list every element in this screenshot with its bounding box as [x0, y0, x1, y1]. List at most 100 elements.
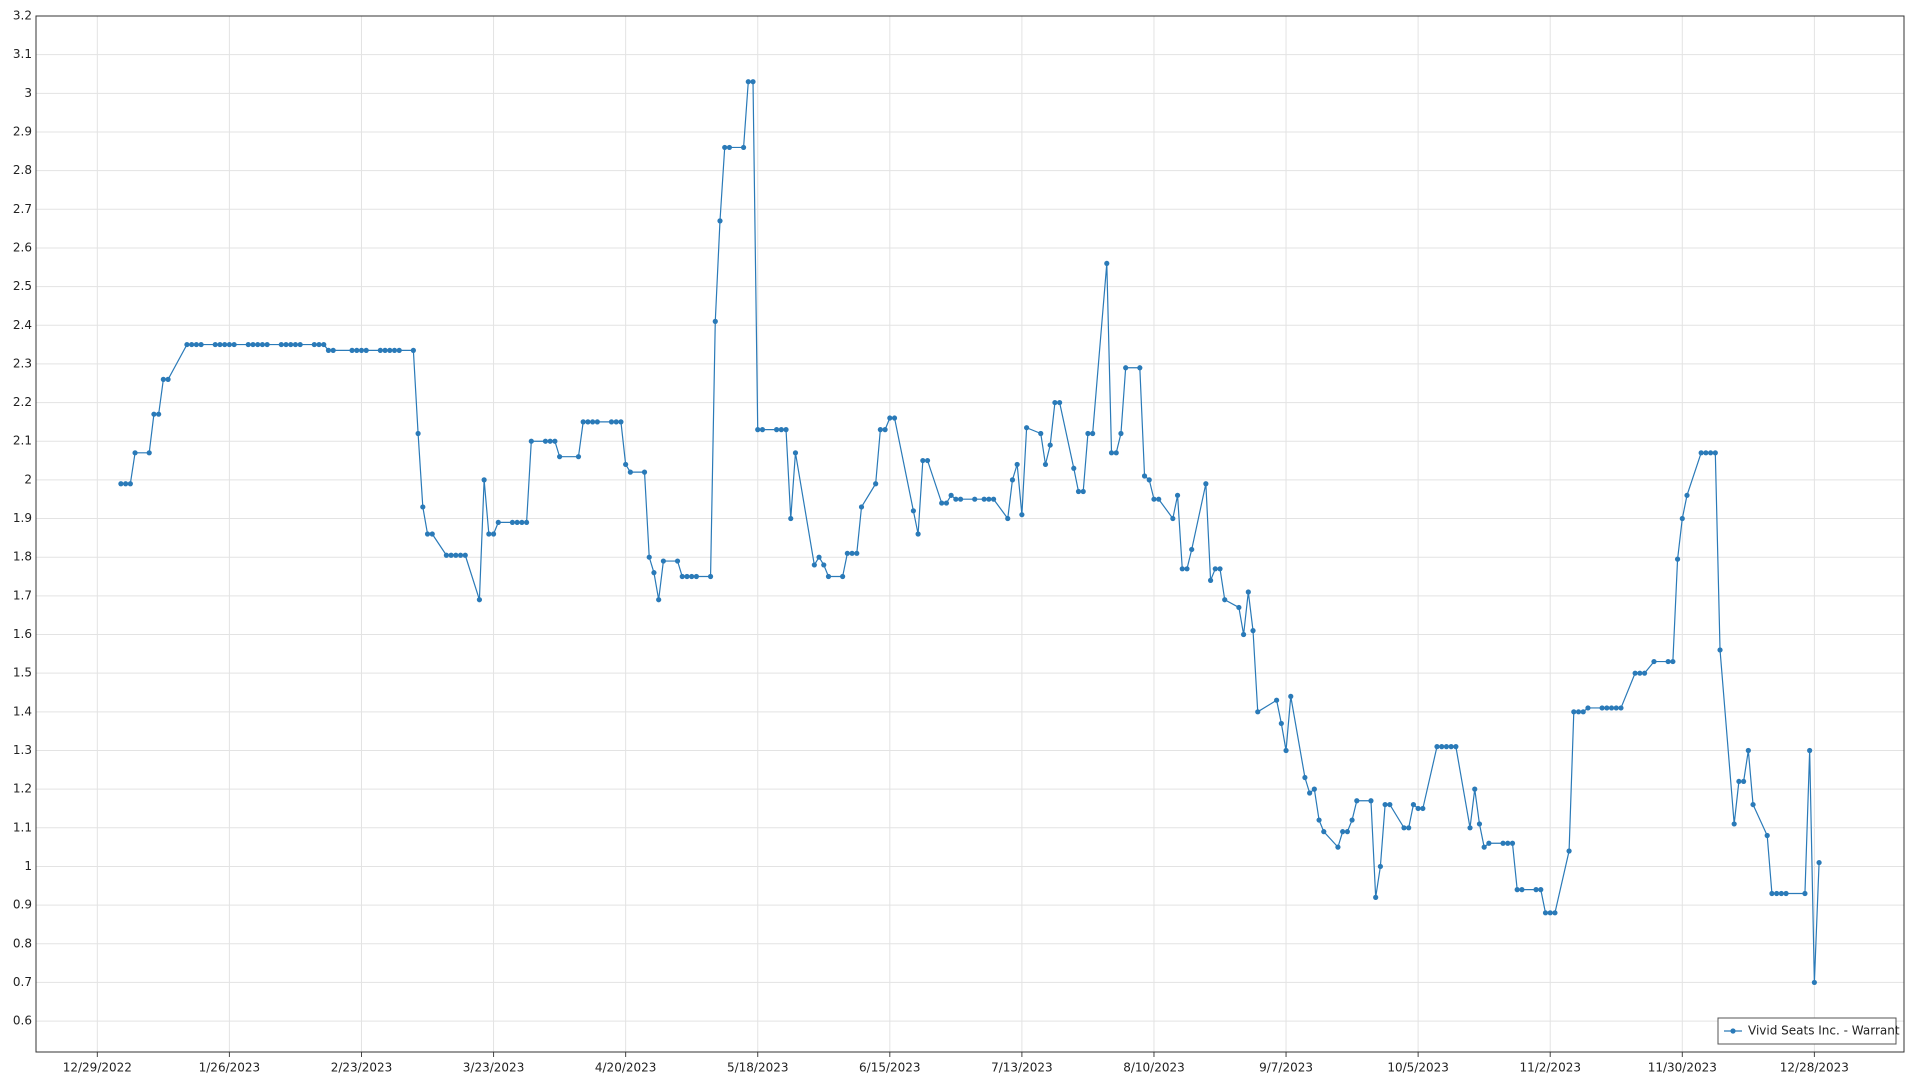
plot-frame: [35, 15, 1905, 1053]
y-tick-label: 1.4: [13, 704, 32, 718]
y-tick-label: 2: [24, 472, 32, 486]
y-tick-label: 2.2: [13, 395, 32, 409]
x-tick-label: 10/5/2023: [1387, 1061, 1449, 1075]
data-point: [1448, 744, 1454, 750]
data-point: [1547, 910, 1553, 916]
data-point: [1618, 705, 1624, 711]
data-point: [627, 469, 633, 475]
data-point: [424, 531, 431, 537]
data-point: [910, 508, 916, 514]
data-point: [948, 492, 954, 498]
data-point: [887, 415, 893, 421]
data-point: [462, 552, 468, 558]
data-point: [1632, 670, 1638, 676]
data-point: [1731, 821, 1737, 827]
data-point: [1005, 515, 1011, 522]
data-point: [1212, 566, 1218, 572]
data-point: [453, 552, 459, 558]
data-point: [476, 597, 483, 603]
data-point: [160, 376, 166, 382]
data-point: [1538, 887, 1544, 893]
x-tick-label: 8/10/2023: [1123, 1061, 1185, 1075]
data-point: [457, 552, 464, 558]
y-tick-label: 2.7: [13, 202, 32, 216]
data-point: [1316, 817, 1322, 823]
y-tick-label: 1.1: [13, 820, 32, 834]
x-tick-label: 11/30/2023: [1648, 1061, 1717, 1075]
data-point: [1207, 577, 1214, 583]
data-point: [311, 341, 317, 348]
data-point: [1552, 910, 1558, 916]
data-point: [354, 347, 360, 353]
data-point: [651, 570, 657, 576]
data-point: [1255, 709, 1261, 715]
data-point: [1580, 709, 1586, 715]
data-point: [1674, 556, 1681, 562]
data-point: [1071, 465, 1077, 471]
data-point: [660, 558, 666, 564]
data-point: [1703, 450, 1709, 456]
data-point: [1476, 821, 1483, 827]
data-point: [184, 341, 190, 348]
data-point: [990, 496, 997, 502]
y-tick-label: 0.7: [13, 975, 32, 989]
data-point: [1764, 832, 1770, 839]
y-tick-label: 1.9: [13, 511, 32, 525]
data-point: [1684, 492, 1690, 498]
data-point: [1203, 481, 1209, 487]
data-point: [1174, 492, 1181, 498]
y-tick-label: 1.8: [13, 550, 32, 564]
data-point: [816, 554, 822, 560]
data-point: [783, 427, 789, 433]
data-point: [1453, 744, 1459, 750]
data-point: [1382, 801, 1388, 808]
data-point: [481, 477, 487, 483]
data-point: [349, 347, 355, 353]
data-point: [590, 419, 596, 425]
data-point: [1373, 894, 1379, 900]
data-point: [1542, 910, 1549, 916]
data-point: [778, 427, 784, 433]
data-point: [1467, 825, 1473, 831]
data-point: [585, 419, 591, 425]
data-point: [684, 573, 690, 580]
data-point: [316, 341, 322, 348]
data-point: [165, 376, 171, 382]
data-point: [156, 411, 162, 417]
data-point: [717, 218, 723, 224]
data-point: [151, 411, 157, 417]
data-point: [726, 144, 733, 151]
data-point: [292, 341, 299, 348]
data-point: [1599, 705, 1605, 711]
data-point: [127, 481, 133, 487]
data-point: [1698, 450, 1704, 456]
data-point: [646, 554, 652, 560]
data-point: [825, 573, 832, 580]
y-tick-label: 1.3: [13, 743, 32, 757]
data-point: [1090, 430, 1096, 437]
data-point: [231, 341, 237, 348]
data-point: [1009, 477, 1016, 483]
data-point: [396, 347, 402, 353]
data-point: [1500, 840, 1506, 846]
data-point: [1038, 430, 1044, 437]
data-point: [1585, 705, 1591, 711]
data-point: [278, 341, 284, 348]
data-point: [679, 573, 685, 580]
data-point: [1113, 450, 1119, 456]
data-point: [1486, 840, 1492, 846]
data-point: [1222, 597, 1228, 603]
data-point: [1670, 658, 1676, 665]
y-tick-label: 1.7: [13, 588, 32, 602]
data-point: [608, 419, 615, 425]
data-point: [519, 519, 525, 526]
data-point: [707, 573, 714, 580]
data-point: [1354, 798, 1360, 804]
y-tick-label: 2.5: [13, 279, 32, 293]
data-point: [972, 496, 978, 502]
data-point: [222, 341, 228, 348]
data-point: [443, 552, 449, 558]
data-point: [854, 550, 860, 556]
